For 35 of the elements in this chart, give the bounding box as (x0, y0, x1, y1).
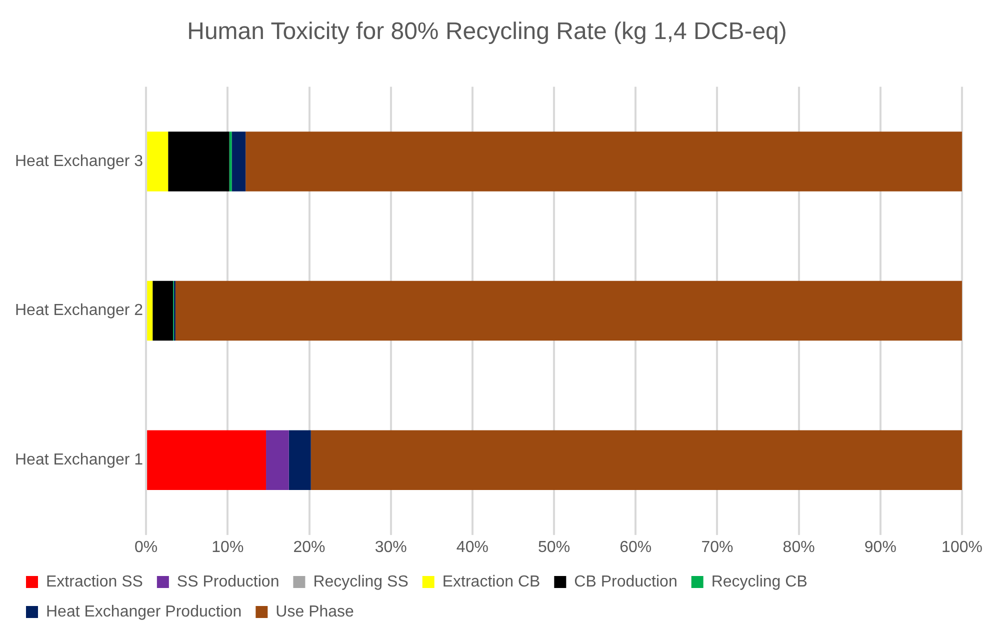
legend-label: Extraction CB (442, 573, 540, 590)
x-tick-label: 30% (374, 538, 407, 556)
legend-label: CB Production (574, 573, 678, 590)
x-tick-label: 0% (134, 538, 158, 556)
y-tick-label: Heat Exchanger 2 (15, 302, 144, 320)
bar (168, 132, 230, 192)
bar (310, 430, 962, 490)
x-tick-label: 50% (538, 538, 570, 556)
bar (175, 280, 962, 341)
legend-label: Use Phase (276, 603, 354, 620)
bar (266, 430, 289, 490)
bar (232, 132, 246, 192)
bar (246, 132, 962, 192)
x-tick-label: 10% (212, 538, 244, 556)
y-tick-label: Heat Exchanger 1 (15, 452, 144, 469)
legend-label: SS Production (176, 573, 280, 590)
x-tick-label: 90% (864, 538, 896, 556)
x-tick-label: 20% (293, 538, 326, 556)
bar (229, 132, 232, 192)
legend-label: Extraction SS (46, 573, 143, 590)
chart-title: Human Toxicity for 80% Recycling Rate (kg 1,4 DCB-eq) (187, 18, 787, 46)
bar (147, 280, 153, 341)
bar (152, 280, 174, 341)
y-tick-label: Heat Exchanger 3 (15, 152, 144, 170)
bar (147, 132, 168, 192)
legend-label: Recycling CB (711, 573, 808, 590)
x-tick-label: 60% (620, 538, 652, 556)
bar (288, 430, 311, 490)
legend-label: Heat Exchanger Production (46, 603, 242, 620)
x-tick-label: 40% (456, 538, 488, 556)
x-tick-label: 70% (701, 538, 734, 556)
legend-label: Recycling SS (313, 573, 408, 590)
x-tick-label: 80% (782, 538, 815, 556)
bar (147, 430, 266, 490)
x-tick-label: 100% (942, 538, 982, 556)
